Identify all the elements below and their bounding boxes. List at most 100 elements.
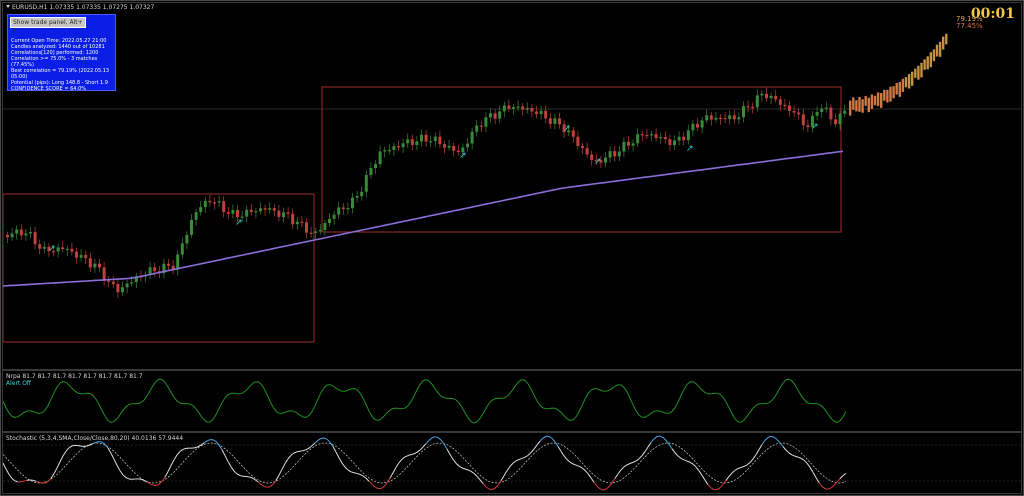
stochastic-main-segment <box>641 451 646 456</box>
bear-candle <box>111 281 115 285</box>
bear-candle <box>732 115 736 120</box>
bear-candle <box>33 232 37 245</box>
stochastic-main-segment <box>470 470 475 474</box>
stochastic-main-segment <box>317 438 322 441</box>
forecast-candle <box>855 100 858 112</box>
bull-candle <box>180 243 184 255</box>
stochastic-main-segment <box>200 442 205 446</box>
stochastic-main-segment <box>386 477 391 484</box>
stochastic-main-segment <box>323 437 328 440</box>
stochastic-plot[interactable] <box>3 433 1021 493</box>
forecast-candle <box>858 96 861 112</box>
bear-candle <box>719 117 722 120</box>
stochastic-main-segment <box>365 477 370 482</box>
stochastic-main-segment <box>206 439 211 442</box>
stochastic-main-segment <box>23 479 28 482</box>
bear-candle <box>788 105 791 112</box>
stochastic-main-segment <box>287 454 292 460</box>
stochastic-main-segment <box>590 477 595 483</box>
stochastic-main-segment <box>68 445 73 449</box>
bull-candle <box>148 267 152 275</box>
stochastic-main-segment <box>761 440 766 445</box>
stochastic-main-segment <box>77 445 82 447</box>
bear-candle <box>682 136 686 141</box>
stochastic-main-segment <box>293 451 298 454</box>
stochastic-main-segment <box>155 483 160 486</box>
stochastic-main-segment <box>728 472 733 477</box>
stochastic-main-segment <box>620 466 625 471</box>
stochastic-main-segment <box>524 454 529 458</box>
bull-candle <box>314 231 318 233</box>
bear-candle <box>801 114 805 126</box>
forecast-candle <box>867 97 870 113</box>
stochastic-main-segment <box>626 463 631 466</box>
bear-candle <box>778 99 782 105</box>
stochastic-main-segment <box>557 446 562 452</box>
stochastic-main-segment <box>512 460 517 464</box>
stochastic-main-segment <box>584 469 589 475</box>
stochastic-main-segment <box>596 485 601 490</box>
stochastic-main-segment <box>179 448 184 452</box>
bull-candle <box>295 221 299 225</box>
chart-menu-arrow-icon[interactable] <box>6 5 10 8</box>
stochastic-main-segment <box>686 460 691 463</box>
bear-candle <box>723 117 727 120</box>
stochastic-main-segment <box>629 461 634 464</box>
stochastic-main-segment <box>752 454 757 460</box>
bear-candle <box>84 254 88 259</box>
bear-candle <box>627 141 630 146</box>
bear-candle <box>438 136 442 145</box>
stochastic-main-segment <box>104 443 109 449</box>
bear-candle <box>291 213 295 225</box>
stochastic-main-segment <box>227 461 232 468</box>
stochastic-pane[interactable]: Stochastic (5,3,4,SMA,Close/Close,80,20)… <box>2 432 1022 494</box>
info-line-best-correlation: Best correlation = 79.19% (2022.05.13 05… <box>11 68 110 80</box>
stochastic-main-segment <box>497 480 502 486</box>
stochastic-main-segment <box>278 469 283 476</box>
bull-candle <box>378 151 382 165</box>
candle-countdown: 00:01 <box>970 6 1015 22</box>
bull-candle <box>332 214 336 219</box>
stochastic-main-segment <box>452 458 457 464</box>
bear-candle <box>562 124 566 133</box>
bull-candle <box>10 233 14 238</box>
stochastic-main-segment <box>770 435 775 438</box>
stochastic-main-segment <box>350 471 355 474</box>
bull-candle <box>24 233 28 236</box>
price-chart[interactable]: ↗ ↗ ↗ ↗ ↗ ↗ ↗ <box>3 3 1021 369</box>
forecast-candle <box>873 95 877 106</box>
show-trade-panel-button[interactable]: Show trade panel, Alt+ T <box>10 17 86 35</box>
bear-candle <box>571 130 575 137</box>
bull-candle <box>461 147 465 153</box>
stochastic-main-segment <box>455 462 460 467</box>
bear-candle <box>783 104 787 107</box>
stochastic-main-segment <box>503 470 508 477</box>
bull-candle <box>760 93 764 96</box>
bear-candle <box>640 134 644 136</box>
bull-candle <box>351 197 354 209</box>
forecast-candle <box>926 56 929 70</box>
info-line-potential: Potential (pips): Long 148.8 - Short 1.9 <box>11 80 108 86</box>
stochastic-main-segment <box>443 443 448 450</box>
stochastic-main-segment <box>140 478 145 481</box>
stochastic-main-segment <box>665 440 670 445</box>
nrpa-indicator-pane[interactable]: Nrpa 81.7 81.7 81.7 81.7 81.7 81.7 81.7 … <box>2 370 1022 432</box>
bear-candle <box>226 212 230 214</box>
forecast-candle <box>876 92 880 107</box>
bull-candle <box>705 115 709 121</box>
stochastic-main-segment <box>485 486 490 490</box>
stochastic-main-segment <box>413 451 418 455</box>
price-chart-pane[interactable]: ↗ ↗ ↗ ↗ ↗ ↗ ↗ EURUSD,H1 1.07335 1.07335 1.0727… <box>2 2 1022 370</box>
bear-candle <box>558 118 561 125</box>
bull-candle <box>121 287 124 293</box>
stochastic-main-segment <box>449 454 454 460</box>
nrpa-indicator-plot[interactable] <box>3 371 1021 431</box>
stochastic-main-segment <box>794 455 799 458</box>
stochastic-main-segment <box>239 475 244 477</box>
bull-candle <box>737 117 741 120</box>
stochastic-main-segment <box>290 452 295 456</box>
bull-candle <box>502 105 506 112</box>
bull-candle <box>691 123 695 131</box>
bull-candle <box>512 107 515 109</box>
stochastic-main-segment <box>173 454 178 461</box>
